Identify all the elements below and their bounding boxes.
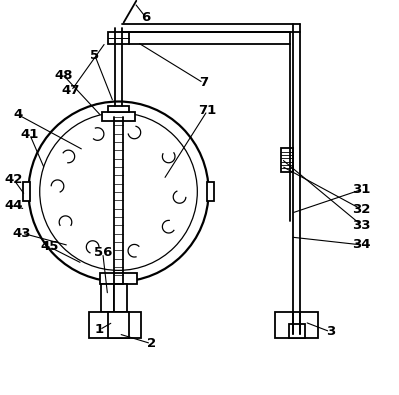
Text: 43: 43 bbox=[12, 227, 31, 239]
Text: 31: 31 bbox=[352, 183, 371, 196]
Text: 4: 4 bbox=[13, 108, 22, 121]
Text: 48: 48 bbox=[54, 69, 73, 81]
Text: 56: 56 bbox=[93, 246, 112, 259]
Text: 1: 1 bbox=[95, 324, 104, 336]
Text: 5: 5 bbox=[90, 49, 99, 62]
Bar bbox=[114, 284, 127, 312]
Bar bbox=[207, 182, 214, 201]
Text: 44: 44 bbox=[5, 199, 23, 212]
Bar bbox=[102, 112, 135, 121]
Text: 41: 41 bbox=[20, 128, 39, 141]
Text: 45: 45 bbox=[40, 241, 59, 253]
Text: 32: 32 bbox=[352, 203, 371, 216]
Bar bbox=[100, 273, 137, 284]
Bar bbox=[23, 182, 30, 201]
Bar bbox=[108, 106, 129, 112]
Bar bbox=[275, 312, 318, 338]
Bar bbox=[108, 312, 129, 338]
Bar bbox=[89, 312, 141, 338]
Bar bbox=[108, 32, 129, 44]
Text: 42: 42 bbox=[5, 173, 23, 186]
Bar bbox=[281, 148, 293, 172]
Text: 7: 7 bbox=[199, 77, 208, 89]
Text: 2: 2 bbox=[146, 337, 156, 350]
Text: 33: 33 bbox=[352, 219, 371, 231]
Bar bbox=[289, 324, 304, 338]
Bar bbox=[101, 284, 114, 312]
Text: 47: 47 bbox=[62, 85, 80, 97]
Text: 34: 34 bbox=[352, 239, 371, 251]
Text: 71: 71 bbox=[198, 104, 217, 117]
Text: 3: 3 bbox=[326, 325, 335, 338]
Text: 6: 6 bbox=[142, 11, 151, 24]
